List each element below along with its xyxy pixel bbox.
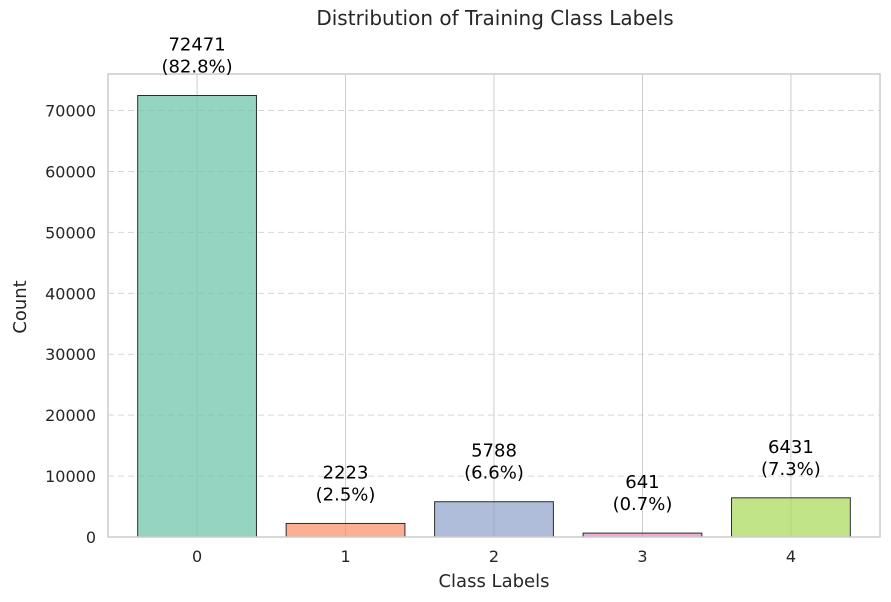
x-tick-label: 2 [489, 547, 499, 566]
y-tick-label: 20000 [45, 406, 96, 425]
y-tick-label: 70000 [45, 102, 96, 121]
y-tick-label: 10000 [45, 467, 96, 486]
bar-1 [285, 522, 406, 538]
data-label-count: 72471 [168, 34, 225, 55]
data-label-count: 5788 [471, 441, 517, 462]
data-label-percent: (82.8%) [161, 56, 232, 77]
x-tick-label: 3 [637, 547, 647, 566]
data-label-count: 6431 [768, 437, 814, 458]
bar-4 [731, 497, 851, 538]
y-tick-label: 50000 [45, 223, 96, 242]
bar-2 [434, 501, 554, 538]
x-tick-label: 0 [192, 547, 202, 566]
data-label-percent: (0.7%) [613, 494, 673, 515]
y-tick-label: 60000 [45, 162, 96, 181]
data-label-count: 641 [625, 472, 659, 493]
plot-area: 0 10000 20000 30000 40000 50000 60000 70000 0 1 2 3… [45, 34, 881, 566]
x-tick-label: 1 [340, 547, 350, 566]
y-tick-label: 0 [86, 528, 96, 547]
y-tick-label: 30000 [45, 345, 96, 364]
bar-0 [137, 94, 257, 538]
data-label-count: 2223 [323, 462, 369, 483]
plot-frame [107, 73, 881, 538]
x-tick-label: 4 [786, 547, 796, 566]
y-tick-label: 40000 [45, 284, 96, 303]
data-label-percent: (2.5%) [316, 484, 376, 505]
chart-title: Distribution of Training Class Labels [316, 6, 673, 30]
y-axis-label: Count [10, 280, 31, 333]
data-label-percent: (6.6%) [464, 463, 524, 484]
x-axis-label: Class Labels [438, 571, 549, 592]
data-label-percent: (7.3%) [761, 459, 821, 480]
